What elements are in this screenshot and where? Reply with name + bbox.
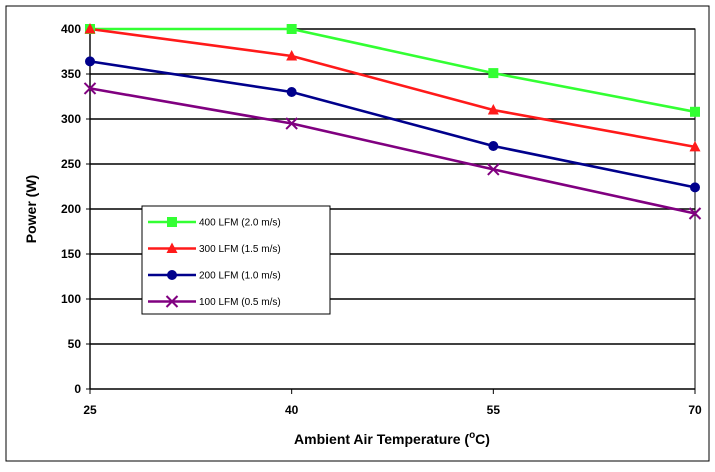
series-4-marker-stroke: [688, 207, 702, 220]
y-tick-label: 300: [61, 112, 81, 126]
series-line-2: [89, 27, 696, 149]
y-tick-label: 250: [61, 157, 81, 171]
legend-swatch-marker: [167, 217, 177, 227]
x-axis-title: Ambient Air Temperature (oC): [294, 430, 490, 447]
series-4-marker-stroke: [83, 82, 97, 95]
x-tick-label: 40: [285, 403, 299, 417]
x-axis-title-suffix: C): [475, 431, 490, 447]
series-4-marker: [487, 163, 500, 176]
series-4-marker-stroke: [487, 163, 500, 176]
series-group: [89, 27, 696, 215]
series-line-1: [90, 27, 696, 114]
series-4-marker-stroke: [285, 117, 298, 130]
tick-labels: 0 50 100 150 200 250 300 350 400 25 40 55 70: [61, 22, 702, 417]
legend-label: 300 LFM (1.5 m/s): [199, 244, 281, 255]
y-tick-label: 200: [61, 202, 81, 216]
legend-swatch-marker-stroke: [165, 295, 179, 308]
series-2-marker: [84, 23, 96, 34]
markers-group: [83, 23, 702, 220]
series-2-marker: [689, 140, 701, 152]
legend-item: 400 LFM (2.0 m/s): [148, 217, 281, 229]
y-tick-label: 50: [68, 337, 82, 351]
legend-swatch-marker: [166, 242, 178, 253]
x-tick-label: 55: [487, 403, 501, 417]
series-1-marker: [488, 68, 499, 79]
legend: 400 LFM (2.0 m/s) 300 LFM (1.5 m/s) 200 LF…: [141, 205, 331, 315]
legend-item: 300 LFM (1.5 m/s): [148, 242, 281, 255]
x-tick-label: 25: [83, 403, 97, 417]
series-1-marker: [690, 106, 700, 117]
series-line-3: [89, 60, 696, 189]
series-2-marker: [286, 50, 298, 61]
legend-item: 200 LFM (1.0 m/s): [148, 270, 281, 282]
legend-label: 400 LFM (2.0 m/s): [199, 218, 281, 229]
y-tick-label: 100: [61, 292, 81, 306]
series-2-marker: [487, 104, 499, 115]
legend-label: 200 LFM (1.0 m/s): [199, 271, 281, 282]
series-3-marker: [690, 182, 700, 193]
y-tick-label: 0: [74, 382, 81, 396]
series-4-marker: [83, 82, 97, 95]
legend-label: 100 LFM (0.5 m/s): [199, 297, 281, 308]
x-axis-title-superscript: o: [469, 430, 475, 441]
series-4-marker: [285, 117, 298, 130]
series-4-marker: [688, 207, 702, 220]
series-3-marker: [488, 141, 499, 151]
series-3-marker: [85, 56, 95, 67]
y-tick-label: 150: [61, 247, 81, 261]
series-3-marker: [286, 87, 297, 97]
legend-item: 100 LFM (0.5 m/s): [148, 295, 281, 308]
series-1-marker: [286, 24, 297, 34]
y-tick-label: 400: [61, 22, 81, 36]
series-line-4: [89, 87, 696, 215]
legend-swatch-marker: [165, 295, 179, 308]
x-tick-label: 70: [688, 403, 702, 417]
y-tick-label: 350: [61, 67, 81, 81]
legend-swatch-marker: [167, 270, 177, 280]
y-axis-title: Power (W): [23, 175, 39, 243]
